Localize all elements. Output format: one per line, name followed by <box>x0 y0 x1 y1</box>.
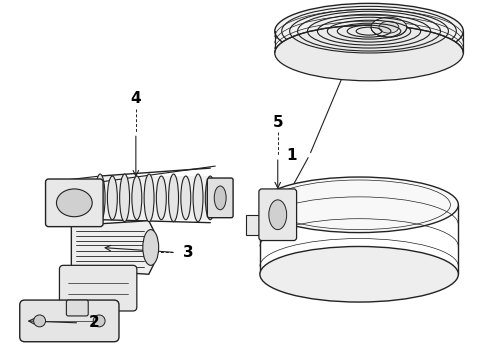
FancyBboxPatch shape <box>46 179 103 227</box>
Ellipse shape <box>95 174 105 222</box>
Ellipse shape <box>120 174 129 222</box>
Ellipse shape <box>379 21 399 33</box>
Ellipse shape <box>260 177 458 233</box>
FancyBboxPatch shape <box>259 189 296 240</box>
Text: 3: 3 <box>183 245 194 260</box>
FancyBboxPatch shape <box>20 300 119 342</box>
Text: 4: 4 <box>130 91 141 106</box>
Polygon shape <box>72 221 154 274</box>
Ellipse shape <box>181 176 191 220</box>
Ellipse shape <box>269 200 287 230</box>
FancyBboxPatch shape <box>207 178 233 218</box>
Ellipse shape <box>193 174 203 222</box>
Ellipse shape <box>107 176 117 220</box>
Ellipse shape <box>56 189 92 217</box>
Ellipse shape <box>214 186 226 210</box>
Ellipse shape <box>371 17 407 37</box>
Ellipse shape <box>132 176 142 220</box>
Text: 1: 1 <box>286 148 297 163</box>
Polygon shape <box>246 215 260 235</box>
Ellipse shape <box>93 315 105 327</box>
Ellipse shape <box>144 174 154 222</box>
Ellipse shape <box>143 230 159 265</box>
Ellipse shape <box>156 176 166 220</box>
Polygon shape <box>100 176 210 220</box>
Ellipse shape <box>205 176 215 220</box>
Ellipse shape <box>169 174 178 222</box>
FancyBboxPatch shape <box>59 265 137 311</box>
Ellipse shape <box>260 247 458 302</box>
Text: 5: 5 <box>272 115 283 130</box>
Ellipse shape <box>275 3 464 59</box>
Text: 2: 2 <box>89 315 99 330</box>
FancyBboxPatch shape <box>66 300 88 316</box>
Ellipse shape <box>34 315 46 327</box>
Ellipse shape <box>275 25 464 81</box>
